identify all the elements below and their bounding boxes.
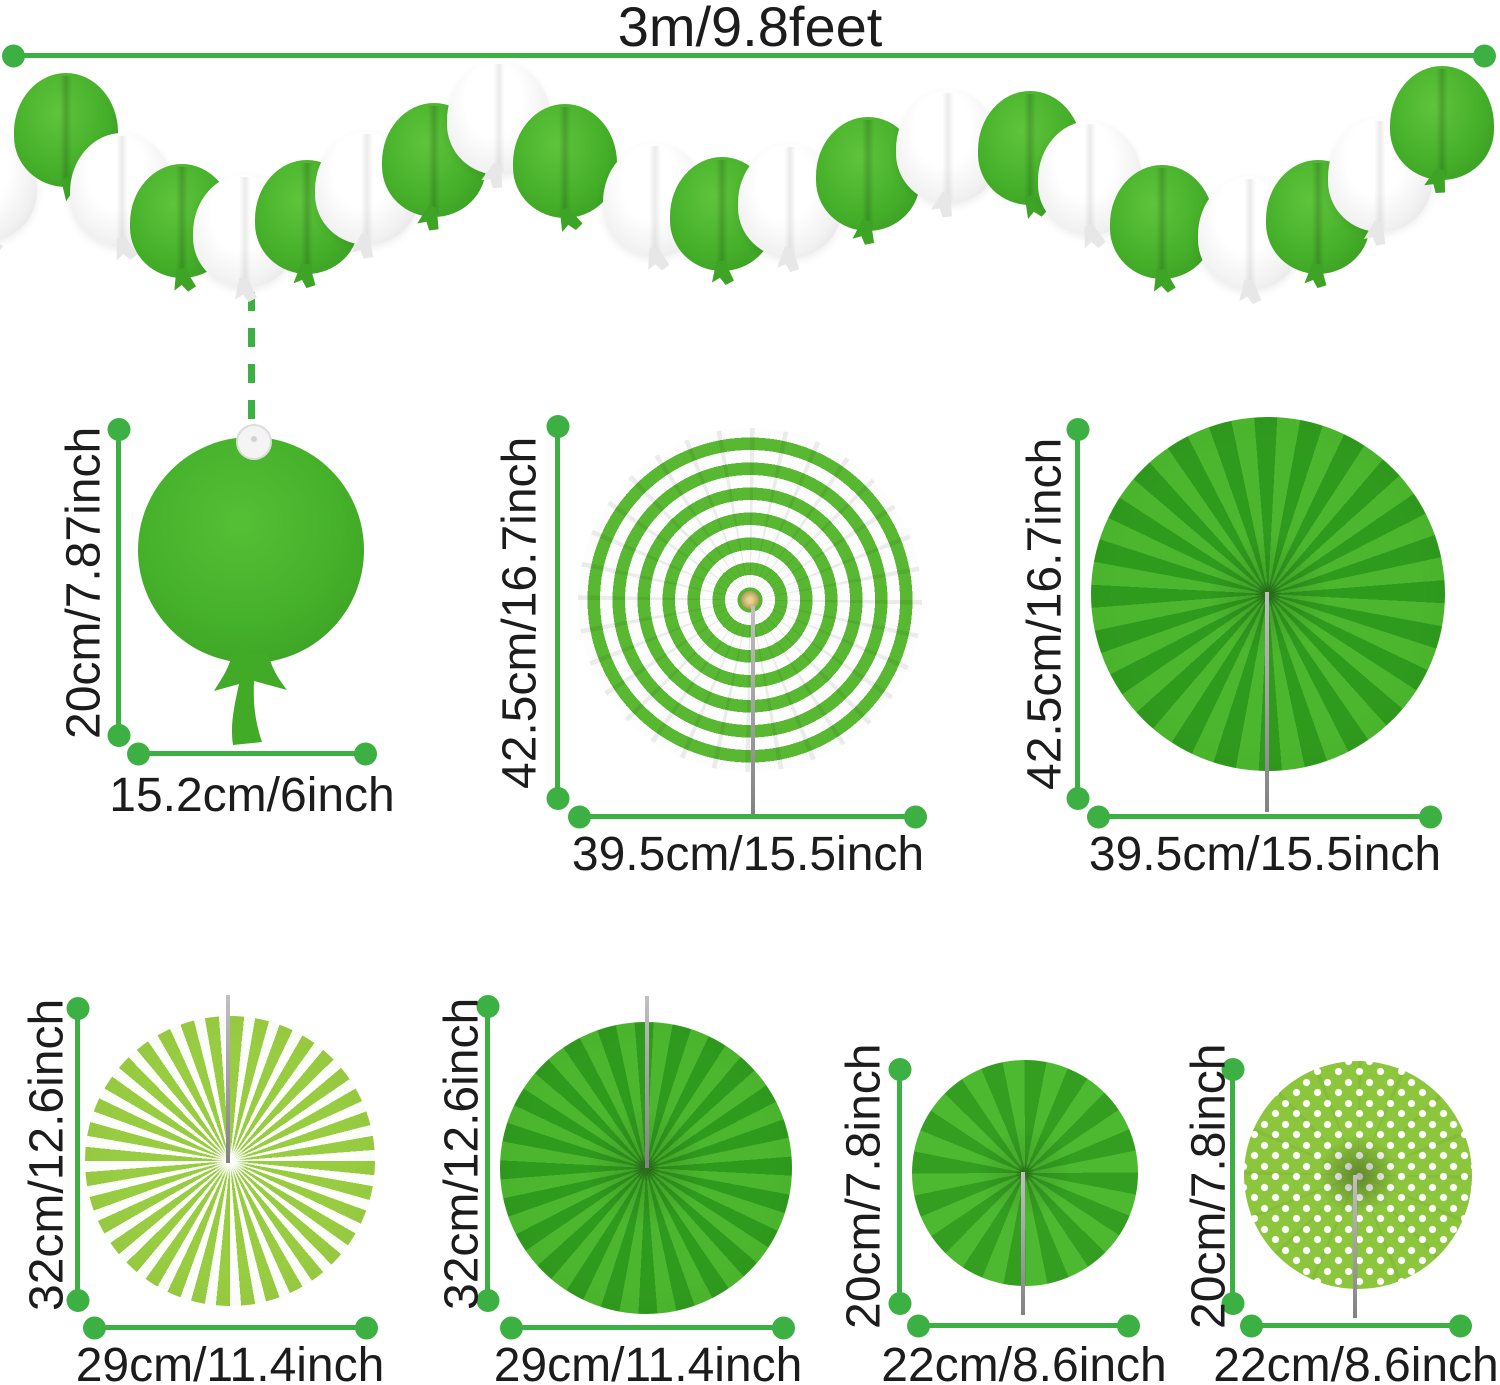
striped-fan-height-measure-line <box>555 425 560 800</box>
solid-fan-large-width-measure-line <box>1097 814 1432 819</box>
swirl-fan-height-measure-line <box>75 1007 80 1302</box>
garland-balloon-green <box>1390 66 1494 180</box>
polka-dot-fan-width-measure-line <box>1250 1323 1462 1328</box>
garland-length-measure-line <box>12 53 1486 58</box>
solid-fan-medium-height-measure-line <box>485 1005 490 1302</box>
striped-fan-stick <box>751 606 755 814</box>
solid-fan-medium-stick <box>645 996 649 1168</box>
balloon-cutout-illustration <box>138 424 364 745</box>
swirl-fan-stick <box>226 995 230 1163</box>
polka-dot-fan <box>1244 1061 1472 1289</box>
balloon-body <box>138 437 364 663</box>
garland-balloon-green <box>513 104 617 218</box>
balloon-width-measure-line <box>137 751 367 756</box>
solid-fan-medium-width-measure-line <box>510 1325 785 1330</box>
solid-fan-large-height-measure-line <box>1075 428 1080 800</box>
striped-ring-fan <box>578 428 922 772</box>
garland-balloon-white <box>1328 118 1432 232</box>
balloon-width-label: 15.2cm/6inch <box>109 769 395 822</box>
solid-fan-small-stick <box>1021 1172 1025 1315</box>
garland-balloon-green <box>1110 165 1214 279</box>
solid-fan-medium-width-label: 29cm/11.4inch <box>493 1339 803 1385</box>
solid-fan-small-width-label: 22cm/8.6inch <box>881 1339 1167 1385</box>
swirl-fan-width-measure-line <box>93 1325 368 1330</box>
string-hole <box>251 436 257 442</box>
polka-dot-fan-stick <box>1353 1175 1357 1318</box>
balloon-height-measure-line <box>116 428 121 737</box>
striped-fan-width-measure-line <box>578 814 917 819</box>
swirl-fan <box>85 1016 375 1306</box>
striped-fan-width-label: 39.5cm/15.5inch <box>571 828 925 881</box>
callout-dashed-line <box>248 292 255 428</box>
balloon-knot-tail <box>214 651 287 745</box>
solid-fan-large-stick <box>1265 592 1269 812</box>
polka-dot-fan-width-label: 22cm/8.6inch <box>1213 1339 1499 1385</box>
solid-fan-large-width-label: 39.5cm/15.5inch <box>1088 828 1442 881</box>
garland-length-label: 3m/9.8feet <box>617 0 883 58</box>
solid-fan-small-width-measure-line <box>917 1323 1130 1328</box>
swirl-fan-width-label: 29cm/11.4inch <box>75 1339 385 1385</box>
solid-fan-small <box>912 1060 1138 1286</box>
solid-fan-small-height-measure-line <box>897 1068 902 1305</box>
polka-dot-fan-height-measure-line <box>1230 1068 1235 1305</box>
